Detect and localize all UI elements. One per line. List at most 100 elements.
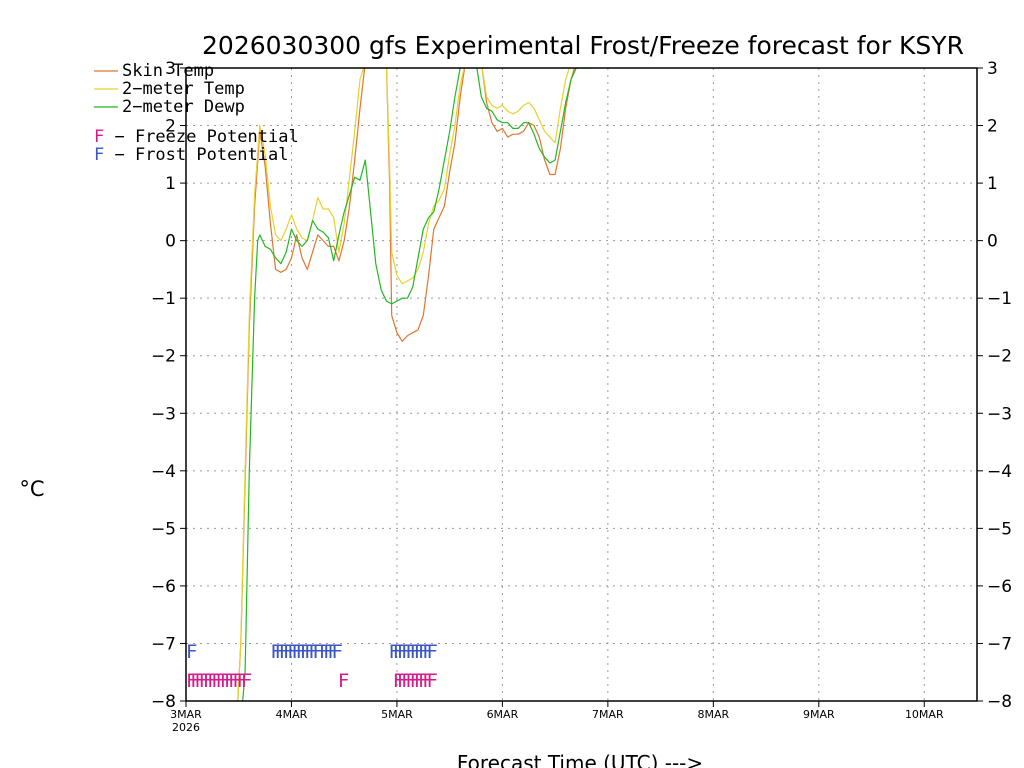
frost-potential-marker: F <box>332 641 343 663</box>
x-tick-label: 6MAR <box>487 708 519 721</box>
legend-label: 2−meter Dewp <box>122 97 245 117</box>
freeze-potential-marker: F <box>237 670 248 692</box>
series-line-2-meter-dewp <box>242 68 592 701</box>
freeze-potential-marker: F <box>211 670 222 692</box>
y-tick-label: 3 <box>165 59 176 79</box>
legend-label: 2−meter Temp <box>122 79 245 99</box>
frost-potential-marker: F <box>397 641 408 663</box>
x-axis-label: Forecast Time (UTC) ---> <box>457 751 703 768</box>
x-tick-label: 8MAR <box>697 708 729 721</box>
freeze-potential-marker: F <box>194 670 205 692</box>
series-line-skin-temp <box>237 68 576 701</box>
freeze-potential-marker: F <box>232 670 243 692</box>
x-tick-label: 3MAR <box>170 708 202 721</box>
freeze-potential-marker: F <box>207 670 218 692</box>
legend-marker-symbol: F <box>94 145 104 165</box>
frost-potential-marker: F <box>296 641 307 663</box>
freeze-potential-marker: F <box>397 670 408 692</box>
freeze-potential-marker: F <box>186 670 197 692</box>
frost-potential-marker: F <box>313 641 324 663</box>
axis-ticks: −8 −8 −7 −7 −6 −6 −5 −5 −4 −4 −3 −3 −2 −2 −1 −1 0 0 1 1 2 2 3 3… <box>151 59 1012 734</box>
freeze-potential-marker: F <box>422 670 433 692</box>
freeze-potential-marker: F <box>220 670 231 692</box>
frost-potential-marker: F <box>270 641 281 663</box>
frost-potential-marker: F <box>414 641 425 663</box>
freeze-potential-marker: F <box>405 670 416 692</box>
frost-potential-marker: F <box>393 641 404 663</box>
y-axis-label: °C <box>19 477 44 501</box>
freeze-potential-marker: F <box>228 670 239 692</box>
frost-potential-marker: F <box>319 641 330 663</box>
y-tick-label-right: −7 <box>987 634 1012 654</box>
frost-potential-marker: F <box>418 641 429 663</box>
y-tick-label-right: −5 <box>987 519 1012 539</box>
frost-potential-marker: F <box>327 641 338 663</box>
freeze-potential-marker: F <box>241 670 252 692</box>
y-tick-label: −3 <box>151 404 176 424</box>
frost-potential-marker: F <box>410 641 421 663</box>
legend-marker-entry: F − Freeze Potential <box>94 127 299 147</box>
y-tick-label: −5 <box>151 519 176 539</box>
frost-potential-marker: F <box>275 641 286 663</box>
y-tick-label-right: −2 <box>987 347 1012 367</box>
x-tick-sublabel: 2026 <box>172 721 200 734</box>
freeze-potential-marker: F <box>393 670 404 692</box>
y-tick-label: −2 <box>151 347 176 367</box>
y-tick-label: −6 <box>151 577 176 597</box>
frost-potential-marker: F <box>304 641 315 663</box>
y-tick-label-right: −6 <box>987 577 1012 597</box>
x-tick-label: 10MAR <box>905 708 944 721</box>
freeze-potential-marker: F <box>401 670 412 692</box>
plot-frame <box>185 67 978 702</box>
freeze-potential-marker: F <box>338 670 349 692</box>
frost-potential-marker: F <box>186 641 197 663</box>
freeze-potential-marker: F <box>414 670 425 692</box>
x-tick-label: 9MAR <box>803 708 835 721</box>
legend-marker-symbol: F <box>94 127 104 147</box>
y-tick-label-right: 1 <box>987 174 998 194</box>
y-tick-label: −8 <box>151 692 176 712</box>
frost-potential-marker: F <box>426 641 437 663</box>
frost-potential-marker: F <box>401 641 412 663</box>
legend-marker-entry: F − Frost Potential <box>94 145 288 165</box>
y-tick-label-right: −3 <box>987 404 1012 424</box>
freeze-potential-marker: F <box>216 670 227 692</box>
y-tick-label-right: 2 <box>987 117 998 137</box>
frost-potential-marker: F <box>291 641 302 663</box>
frost-potential-marker: F <box>323 641 334 663</box>
frost-potential-marker: F <box>422 641 433 663</box>
frost-potential-marker: F <box>405 641 416 663</box>
frost-potential-marker: F <box>279 641 290 663</box>
y-tick-label-right: −4 <box>987 462 1012 482</box>
freeze-potential-marker: F <box>426 670 437 692</box>
y-tick-label-right: −8 <box>987 692 1012 712</box>
frost-potential-marker: F <box>283 641 294 663</box>
chart-title: 2026030300 gfs Experimental Frost/Freeze… <box>202 31 964 60</box>
frost-potential-marker: F <box>308 641 319 663</box>
frost-potential-marker: F <box>300 641 311 663</box>
legend-marker-text: − Frost Potential <box>104 145 288 165</box>
freeze-potential-marker: F <box>418 670 429 692</box>
legend-marker-text: − Freeze Potential <box>104 127 298 147</box>
y-tick-label: −1 <box>151 289 176 309</box>
y-tick-label: 2 <box>165 117 176 137</box>
series-layer <box>237 68 592 701</box>
freeze-potential-marker: F <box>410 670 421 692</box>
y-tick-label-right: 0 <box>987 232 998 252</box>
x-tick-label: 7MAR <box>592 708 624 721</box>
x-tick-label: 4MAR <box>276 708 308 721</box>
y-tick-label-right: 3 <box>987 59 998 79</box>
legend-label: Skin Temp <box>122 61 214 81</box>
grid-lines <box>186 68 977 701</box>
frost-potential-marker: F <box>287 641 298 663</box>
freeze-potential-marker: F <box>224 670 235 692</box>
freeze-potential-marker: F <box>190 670 201 692</box>
frost-potential-marker: F <box>388 641 399 663</box>
y-tick-label-right: −1 <box>987 289 1012 309</box>
y-tick-label: 1 <box>165 174 176 194</box>
series-line-2-meter-temp <box>237 68 570 701</box>
x-tick-label: 5MAR <box>381 708 413 721</box>
